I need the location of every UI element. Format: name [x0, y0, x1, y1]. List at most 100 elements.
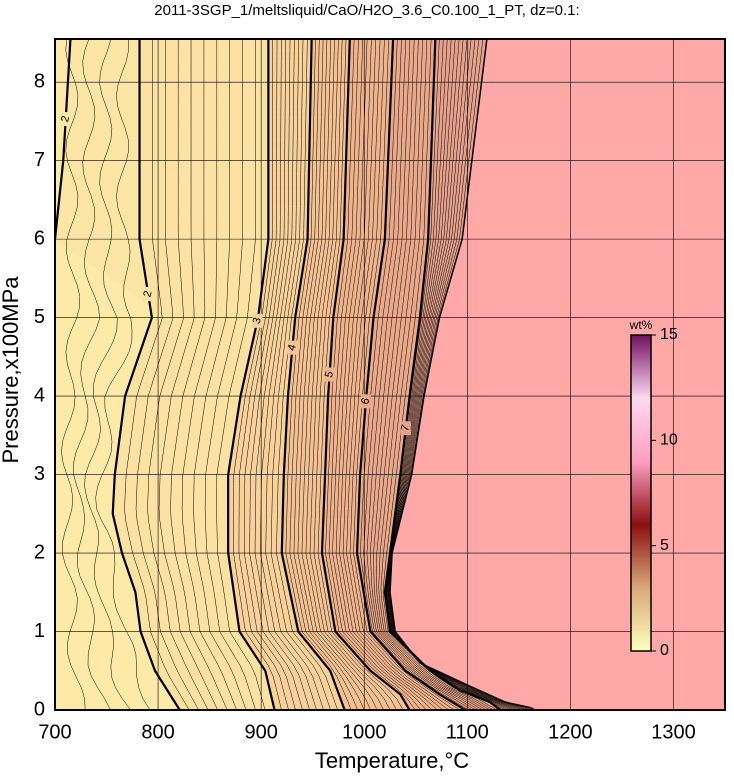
minor-contour — [346, 39, 449, 710]
minor-contour — [386, 39, 512, 710]
minor-contour — [366, 39, 476, 710]
contour-label: 5 — [323, 370, 336, 379]
minor-contour — [387, 39, 517, 710]
y-tick-label: 4 — [34, 384, 45, 406]
minor-contour — [254, 39, 310, 710]
minor-contour — [388, 39, 525, 710]
minor-contour — [328, 39, 421, 710]
minor-contour — [305, 39, 384, 710]
y-tick-label: 3 — [34, 463, 45, 485]
contour-label-bg — [287, 340, 298, 355]
y-tick-label: 8 — [34, 70, 45, 92]
x-tick-label: 1200 — [548, 721, 593, 743]
x-tick-label: 700 — [38, 721, 71, 743]
minor-contour — [289, 39, 358, 710]
minor-contour — [147, 39, 209, 710]
minor-contour — [204, 39, 256, 710]
colorbar-tick-label: 10 — [660, 432, 678, 449]
contour-label-bg — [252, 313, 263, 328]
x-tick-label: 1100 — [446, 721, 489, 743]
contour-label: 2 — [59, 115, 72, 124]
x-tick-label: 1000 — [342, 721, 387, 743]
minor-contour — [387, 39, 514, 710]
y-tick-label: 7 — [34, 149, 45, 171]
minor-contour — [158, 39, 218, 710]
contour-label: 7 — [399, 424, 412, 433]
minor-contour — [388, 39, 528, 710]
minor-contour — [84, 39, 131, 710]
contour-label-bg — [143, 286, 154, 301]
y-tick-label: 5 — [34, 306, 45, 328]
minor-contour — [313, 39, 397, 710]
minor-contour — [386, 39, 509, 710]
minor-contour — [388, 39, 522, 710]
minor-contour — [383, 39, 497, 710]
minor-contour — [380, 39, 494, 710]
minor-contour — [376, 39, 487, 710]
colorbar-tick-label: 0 — [660, 642, 669, 659]
x-axis-title: Temperature,°C — [315, 748, 469, 773]
minor-contour — [276, 39, 338, 710]
minor-contour — [297, 39, 371, 710]
contour-label-bg — [360, 394, 371, 409]
minor-contour — [332, 39, 427, 710]
contour-label-bg — [324, 367, 335, 382]
minor-contour — [95, 39, 151, 710]
minor-contour — [339, 39, 438, 710]
plot-area: 2 2 3 4 5 6 7 — [55, 39, 725, 710]
colorbar-tick-label: 15 — [660, 326, 678, 343]
minor-contour — [61, 39, 86, 710]
y-tick-label: 2 — [34, 541, 45, 563]
contour-label: 4 — [286, 343, 299, 352]
x-tick-label: 900 — [244, 721, 277, 743]
y-tick-label: 1 — [34, 620, 45, 642]
minor-contour — [363, 39, 473, 710]
minor-contour — [301, 39, 378, 710]
x-tick-label: 800 — [141, 721, 174, 743]
minor-contour — [238, 39, 289, 710]
minor-contour — [181, 39, 237, 710]
minor-contour — [293, 39, 365, 710]
minor-contour — [378, 39, 490, 710]
plot-frame — [54, 38, 726, 711]
minor-contour — [249, 39, 303, 710]
minor-contour — [342, 39, 444, 710]
minor-contour — [270, 39, 331, 710]
minor-contour — [216, 39, 266, 710]
major-contour — [320, 39, 411, 710]
minor-contour — [170, 39, 228, 710]
minor-contour — [193, 39, 247, 710]
minor-contour — [265, 39, 324, 710]
minor-contour — [335, 39, 433, 710]
colorbar-label: wt% — [629, 318, 653, 332]
colorbar — [630, 334, 652, 652]
major-contour — [383, 39, 501, 710]
minor-contour — [285, 39, 352, 710]
minor-contour — [389, 39, 531, 710]
colorbar-tick-label: 5 — [660, 537, 669, 554]
minor-contour — [309, 39, 391, 710]
minor-contour — [387, 39, 520, 710]
contour-label-bg — [60, 112, 71, 127]
overlay: 700 800 900 1000 1100 1200 1300 0 1 2 3 4 5 6 7 8 wt% 0 5 1… — [34, 38, 726, 743]
contour-label: 2 — [141, 289, 154, 298]
contour-label: 6 — [359, 397, 372, 406]
contour-label-bg — [400, 421, 411, 436]
minor-contour — [124, 39, 190, 710]
y-axis-title: Pressure,x100MPa — [0, 276, 23, 464]
y-tick-label: 0 — [34, 698, 45, 720]
minor-contour — [244, 39, 296, 710]
minor-contour — [135, 39, 199, 710]
minor-contour — [260, 39, 317, 710]
minor-contour — [369, 39, 480, 710]
minor-contour — [373, 39, 483, 710]
major-contour — [355, 39, 466, 710]
x-tick-label: 1300 — [651, 721, 696, 743]
minor-contour — [73, 39, 111, 710]
y-tick-label: 6 — [34, 227, 45, 249]
minor-contour — [360, 39, 469, 710]
chart-title: 2011-3SGP_1/meltsliquid/CaO/H2O_3.6_C0.1… — [154, 2, 579, 19]
minor-contour — [233, 39, 282, 710]
contour-label: 3 — [251, 316, 264, 325]
